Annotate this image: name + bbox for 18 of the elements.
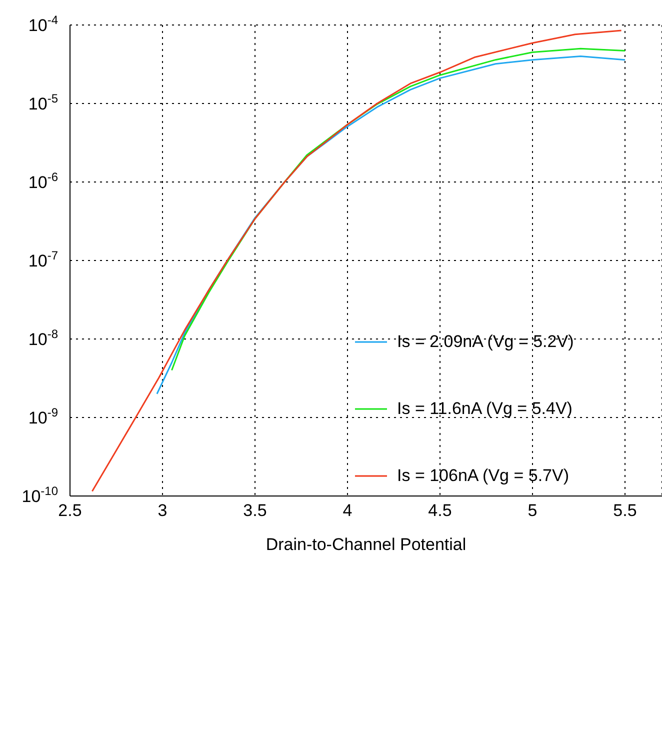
x-tick-label: 5.5 (613, 501, 637, 520)
legend-label: Is = 11.6nA (Vg = 5.4V) (397, 398, 572, 418)
y-tick-label: 10$^{-9}$ (28, 406, 58, 428)
y-tick-label: 10$^{-4}$ (28, 13, 58, 35)
x-axis-title: Drain-to-Channel Potential (266, 535, 466, 554)
x-tick-label: 2.5 (58, 501, 82, 520)
y-tick-label: 10$^{-8}$ (28, 327, 58, 349)
x-tick-label: 3 (158, 501, 168, 520)
line-series (91, 30, 622, 492)
y-tick-label: 10$^{-6}$ (28, 170, 58, 192)
x-tick-label: 5 (528, 501, 538, 520)
x-tick-label: 4 (342, 501, 352, 520)
x-tick-label: 3.5 (243, 501, 267, 520)
y-tick-label: 10$^{-7}$ (28, 248, 58, 270)
y-tick-label: 10$^{-10}$ (22, 484, 58, 506)
x-tick-label: 4.5 (428, 501, 452, 520)
y-tick-label: 10$^{-5}$ (28, 92, 58, 114)
legend-label: Is = 106nA (Vg = 5.7V) (397, 466, 570, 486)
